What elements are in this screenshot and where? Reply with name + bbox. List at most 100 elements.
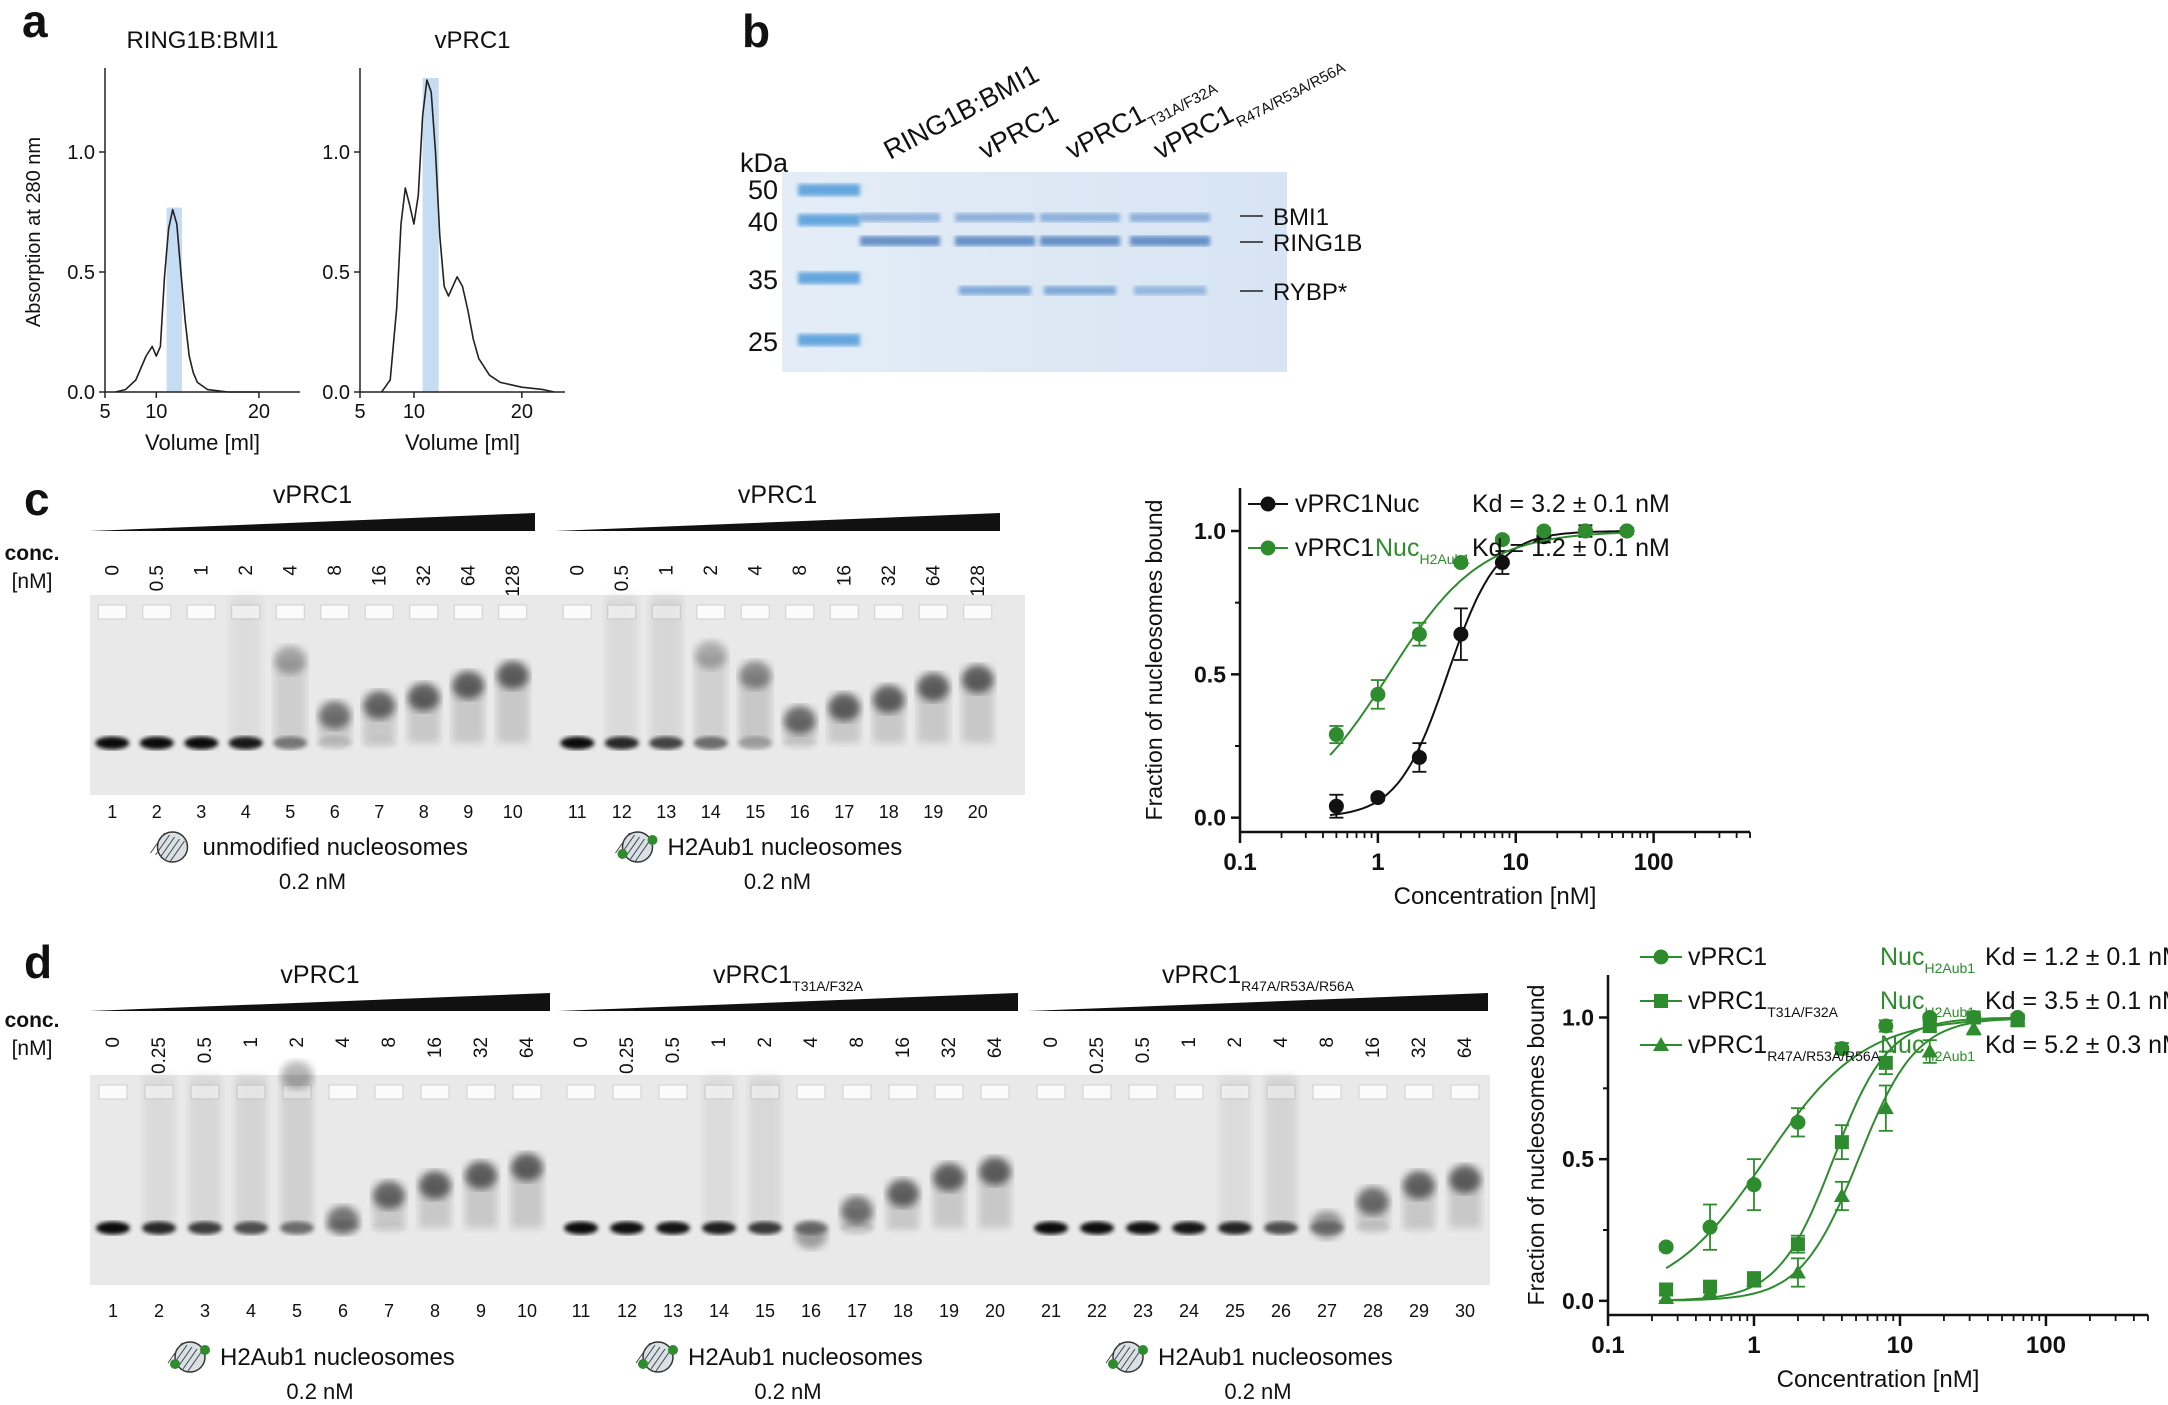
nucleosome-icon <box>635 1341 678 1373</box>
conc-value: 16 <box>425 1037 446 1058</box>
series-1 <box>1328 523 1635 819</box>
conc-value: 1 <box>1179 1037 1200 1048</box>
legend-sample: NucH2Aub1 <box>1375 534 1470 567</box>
data-point <box>1965 1020 1982 1035</box>
gel-well <box>1312 1084 1342 1100</box>
ring1b-band <box>955 236 1035 246</box>
elution-trace <box>380 79 555 393</box>
nucleosome-amount: 0.2 nM <box>744 869 811 894</box>
nucleosome-hatch <box>167 1342 183 1364</box>
conc-value: 4 <box>333 1037 354 1048</box>
gel-well <box>1082 1084 1112 1100</box>
group-title: vPRC1 <box>280 961 359 989</box>
nucleosome-caption: H2Aub1 nucleosomes <box>220 1344 455 1371</box>
ring1b-band <box>860 236 940 246</box>
conc-value: 128 <box>968 565 989 597</box>
legend-kd: Kd = 5.2 ± 0.3 nM <box>1985 1031 2168 1059</box>
lane-number: 9 <box>463 802 473 822</box>
data-point <box>1659 1282 1674 1297</box>
bound-complex-band <box>933 1163 965 1191</box>
data-point <box>1921 1043 1938 1058</box>
free-nucleosome-band <box>1172 1221 1206 1235</box>
bound-complex-band <box>841 1196 873 1224</box>
gel-well <box>97 604 127 620</box>
smear <box>703 1075 735 1228</box>
y-axis-label: Fraction of nucleosomes bound <box>1523 985 1549 1306</box>
lane-number: 5 <box>292 1301 302 1321</box>
emsa-group-3: vPRC1R47A/R53A/R56A 0 21 0.25 22 0.5 23 1 24 2 25 4… <box>1028 961 1488 1404</box>
lane-number: 6 <box>338 1301 348 1321</box>
series-2 <box>1328 523 1635 756</box>
y-tick-label: 1.0 <box>1194 518 1226 544</box>
nucleosome-hatch <box>182 1348 198 1370</box>
lane-number: 4 <box>246 1301 256 1321</box>
legend-sample: NucH2Aub1 <box>1880 943 1975 976</box>
legend-kd: Kd = 3.2 ± 0.1 nM <box>1472 490 1670 518</box>
bound-complex-band <box>979 1157 1011 1185</box>
gel-background <box>782 172 1287 372</box>
bound-complex-band <box>739 661 772 689</box>
smear <box>229 595 262 743</box>
lane-number: 18 <box>893 1301 913 1321</box>
fit-curve <box>1666 1016 2024 1302</box>
gel-well <box>612 1084 642 1100</box>
data-point <box>1790 1114 1806 1130</box>
conc-value: 0 <box>571 1037 592 1048</box>
data-point <box>1653 949 1669 965</box>
data-point <box>1260 540 1276 556</box>
lane-number: 1 <box>108 1301 118 1321</box>
ladder-band <box>798 334 860 346</box>
x-tick-label: 20 <box>511 401 533 423</box>
lane-number: 19 <box>939 1301 959 1321</box>
gel-well <box>142 604 172 620</box>
conc-value: 2 <box>287 1037 308 1048</box>
gel-well <box>512 1084 542 1100</box>
bmi1-band <box>1040 213 1120 222</box>
peak-highlight <box>166 207 182 392</box>
marker-25: 25 <box>748 327 778 357</box>
conc-value: 64 <box>458 565 479 587</box>
nucleosome-hatch <box>165 838 180 860</box>
lane-number: 8 <box>419 802 429 822</box>
data-point <box>1453 555 1469 571</box>
gel-well <box>1404 1084 1434 1100</box>
ubiquitin-mark <box>668 1345 678 1355</box>
nucleosome-hatch <box>1105 1342 1121 1364</box>
lane-number: 23 <box>1133 1301 1153 1321</box>
bound-complex-band <box>274 646 307 674</box>
lane-number: 7 <box>374 802 384 822</box>
bound-complex-band <box>917 673 950 701</box>
legend-sample: NucH2Aub1 <box>1880 1031 1975 1064</box>
gel-well <box>1128 1084 1158 1100</box>
smear <box>189 1075 221 1228</box>
y-tick-label: 1.0 <box>322 142 350 164</box>
band-label-rybp: RYBP* <box>1273 279 1347 306</box>
conc-value: 16 <box>369 565 390 586</box>
panel-c-emsa: conc.[nM]vPRC1010.5213244586167328649128… <box>5 481 1025 894</box>
y-tick-label: 0.5 <box>1562 1146 1594 1172</box>
lane-number: 3 <box>196 802 206 822</box>
conc-value: 2 <box>755 1037 776 1048</box>
bmi1-band <box>860 213 940 222</box>
gel-well <box>980 1084 1010 1100</box>
fit-curve <box>1329 530 1633 817</box>
conc-value: 32 <box>939 1037 960 1058</box>
nucleosome-disc <box>621 831 654 863</box>
bmi1-band <box>955 213 1035 222</box>
ubiquitin-mark <box>1138 1345 1148 1355</box>
lane-number: 6 <box>330 802 340 822</box>
x-axis-label: Concentration [nM] <box>1394 883 1597 910</box>
panel-letter-b: b <box>742 5 771 57</box>
nucleosome-amount: 0.2 nM <box>279 869 346 894</box>
smear <box>1219 1075 1251 1228</box>
x-tick-label: 10 <box>1502 849 1529 876</box>
gel-well <box>740 604 770 620</box>
data-point <box>1834 1041 1850 1057</box>
conc-value: 16 <box>893 1037 914 1058</box>
data-point <box>1370 790 1386 806</box>
x-tick-label: 1 <box>1371 849 1384 876</box>
legend-name: vPRC1 <box>1688 943 1767 971</box>
y-tick-label: 1.0 <box>67 142 95 164</box>
conc-value: 0.5 <box>195 1037 216 1063</box>
